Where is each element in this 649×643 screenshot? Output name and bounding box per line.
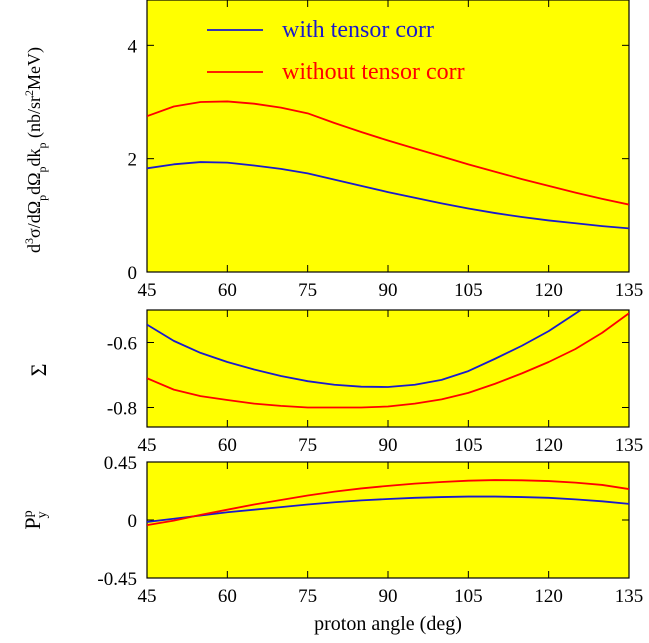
panel-sigma: 45 60 75 90 105 120 135 -0.6 -0.8 Σ: [26, 309, 643, 456]
x-tick-label: 45: [138, 435, 157, 456]
x-tick-label: 60: [218, 586, 237, 607]
x-tick-label: 45: [138, 586, 157, 607]
x-axis-label: proton angle (deg): [314, 613, 462, 635]
legend-label-without: without tensor corr: [282, 59, 465, 85]
series-line-without: [147, 312, 629, 409]
panel-cross-section: 45 60 75 90 105 120 135 0 2 4 with tensor corr wi…: [22, 0, 643, 301]
x-tick-label: 120: [534, 586, 563, 607]
y-tick-label: -0.8: [107, 399, 137, 420]
panel-marks: 45 60 75 90 105 120 135 0.45 0 -0.45: [97, 453, 643, 607]
panel-background: [146, 461, 630, 579]
y-tick-label: 0: [128, 263, 138, 284]
panel-marks: 45 60 75 90 105 120 135 0 2 4: [128, 0, 644, 301]
x-tick-label: 105: [454, 280, 483, 301]
panel-background: [146, 0, 630, 273]
x-tick-label: 120: [534, 435, 563, 456]
x-tick-label: 75: [298, 435, 317, 456]
x-tick-label: 105: [454, 586, 483, 607]
x-tick-label: 120: [534, 280, 563, 301]
y-tick-label: 2: [128, 150, 138, 171]
x-tick-label: 60: [218, 280, 237, 301]
panel-background: [146, 309, 630, 428]
x-tick-label: 135: [615, 435, 644, 456]
x-tick-label: 90: [379, 280, 398, 301]
x-tick-label: 135: [615, 586, 644, 607]
y-tick-label: -0.45: [97, 569, 137, 590]
ylabel-sigma: Σ: [26, 364, 51, 377]
ylabel-cross-section: d3σ/dΩpdΩpdkp (nb/sr2MeV): [22, 47, 49, 253]
series-line-without: [147, 100, 629, 206]
y-tick-label: -0.6: [107, 334, 137, 355]
x-tick-label: 90: [379, 435, 398, 456]
x-tick-label: 75: [298, 280, 317, 301]
y-tick-label: 0.45: [104, 453, 137, 474]
panel-polarization: 45 60 75 90 105 120 135 0.45 0 -0.45 Ppy: [20, 453, 643, 607]
y-tick-label: 4: [128, 36, 138, 57]
panel-marks: 45 60 75 90 105 120 135 -0.6 -0.8: [107, 310, 643, 456]
x-tick-label: 45: [138, 280, 157, 301]
series-line-with: [147, 495, 629, 523]
x-tick-label: 105: [454, 435, 483, 456]
y-tick-label: 0: [128, 511, 138, 532]
x-tick-label: 135: [615, 280, 644, 301]
legend-label-with: with tensor corr: [282, 17, 434, 43]
series-line-without: [147, 479, 629, 527]
ylabel-polarization: Ppy: [20, 510, 50, 529]
series-line-with: [147, 161, 629, 230]
x-tick-label: 75: [298, 586, 317, 607]
x-tick-label: 90: [379, 586, 398, 607]
series-line-with: [147, 310, 582, 388]
x-tick-label: 60: [218, 435, 237, 456]
